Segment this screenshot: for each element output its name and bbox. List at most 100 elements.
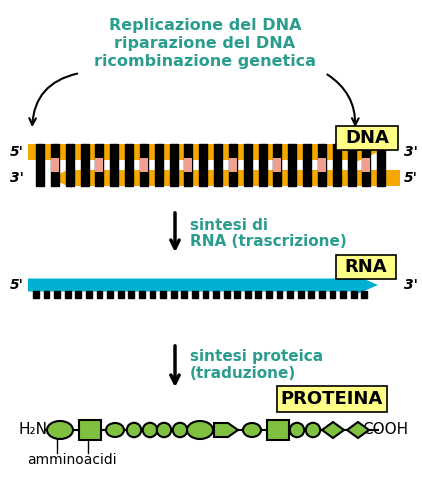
Bar [51, 158, 59, 172]
Ellipse shape [106, 423, 124, 437]
Bar [267, 420, 289, 440]
Bar [273, 158, 281, 172]
Text: riparazione del DNA: riparazione del DNA [114, 36, 295, 51]
Bar [140, 144, 148, 186]
Text: amminoacidi: amminoacidi [27, 453, 117, 467]
Polygon shape [214, 423, 238, 437]
Ellipse shape [173, 423, 187, 437]
Bar [76, 290, 81, 297]
Ellipse shape [243, 423, 261, 437]
Bar [319, 290, 325, 297]
Bar [125, 144, 133, 186]
Ellipse shape [127, 423, 141, 437]
Bar [81, 144, 89, 186]
Bar [86, 290, 92, 297]
Bar [234, 290, 240, 297]
Bar [255, 290, 261, 297]
Bar [277, 290, 282, 297]
Bar [351, 290, 357, 297]
Bar [66, 144, 74, 186]
Bar [33, 290, 39, 297]
Bar [199, 144, 207, 186]
Bar [51, 144, 59, 186]
FancyArrowPatch shape [327, 74, 359, 125]
Bar [54, 290, 60, 297]
Text: 5': 5' [10, 278, 24, 292]
Bar [171, 290, 176, 297]
Bar [155, 144, 163, 186]
Bar [160, 290, 166, 297]
Ellipse shape [306, 423, 320, 437]
Bar [192, 290, 198, 297]
Bar [333, 144, 341, 186]
FancyBboxPatch shape [336, 126, 398, 150]
Bar [79, 420, 101, 440]
Bar [259, 144, 267, 186]
Bar [330, 290, 335, 297]
Bar [298, 290, 304, 297]
Bar [184, 144, 192, 186]
Ellipse shape [143, 423, 157, 437]
Bar [170, 144, 178, 186]
Bar [65, 290, 70, 297]
Text: (traduzione): (traduzione) [190, 366, 296, 381]
Bar [273, 144, 281, 186]
Text: 3': 3' [404, 145, 418, 159]
Bar [347, 144, 356, 186]
Bar [303, 144, 311, 186]
Polygon shape [322, 422, 344, 438]
Bar [97, 290, 103, 297]
Text: H₂N: H₂N [18, 423, 47, 437]
Bar [128, 290, 134, 297]
Bar [95, 158, 103, 172]
Text: ricombinazione genetica: ricombinazione genetica [94, 54, 316, 69]
Bar [318, 144, 326, 186]
Bar [245, 290, 251, 297]
Text: COOH: COOH [362, 423, 408, 437]
Bar [107, 290, 113, 297]
Bar [224, 290, 230, 297]
Text: sintesi di: sintesi di [190, 218, 268, 233]
Bar [340, 290, 346, 297]
Ellipse shape [47, 421, 73, 439]
Bar [118, 290, 124, 297]
Bar [213, 290, 219, 297]
Text: RNA (trascrizione): RNA (trascrizione) [190, 234, 347, 249]
Bar [36, 144, 44, 186]
Bar [287, 290, 293, 297]
Ellipse shape [187, 421, 213, 439]
Bar [243, 144, 252, 186]
Bar [184, 158, 192, 172]
FancyArrow shape [50, 168, 400, 188]
Ellipse shape [290, 423, 304, 437]
Bar [149, 290, 155, 297]
Text: 5': 5' [10, 145, 24, 159]
Text: 3': 3' [10, 171, 24, 185]
Bar [43, 290, 49, 297]
Bar [361, 290, 367, 297]
FancyArrow shape [28, 276, 378, 294]
Bar [318, 158, 326, 172]
Text: DNA: DNA [345, 129, 389, 147]
Text: Replicazione del DNA: Replicazione del DNA [109, 18, 301, 33]
Bar [229, 158, 237, 172]
Bar [362, 158, 371, 172]
Bar [266, 290, 272, 297]
Ellipse shape [157, 423, 171, 437]
Bar [139, 290, 145, 297]
FancyBboxPatch shape [336, 255, 396, 279]
Bar [214, 144, 222, 186]
FancyArrow shape [28, 142, 378, 162]
Text: 5': 5' [404, 171, 418, 185]
Bar [181, 290, 187, 297]
Polygon shape [347, 422, 369, 438]
Bar [203, 290, 208, 297]
FancyArrowPatch shape [29, 73, 77, 125]
Bar [377, 144, 385, 186]
Bar [308, 290, 314, 297]
Bar [288, 144, 296, 186]
Text: sintesi proteica: sintesi proteica [190, 349, 323, 364]
Bar [140, 158, 148, 172]
Bar [229, 144, 237, 186]
Bar [362, 144, 371, 186]
